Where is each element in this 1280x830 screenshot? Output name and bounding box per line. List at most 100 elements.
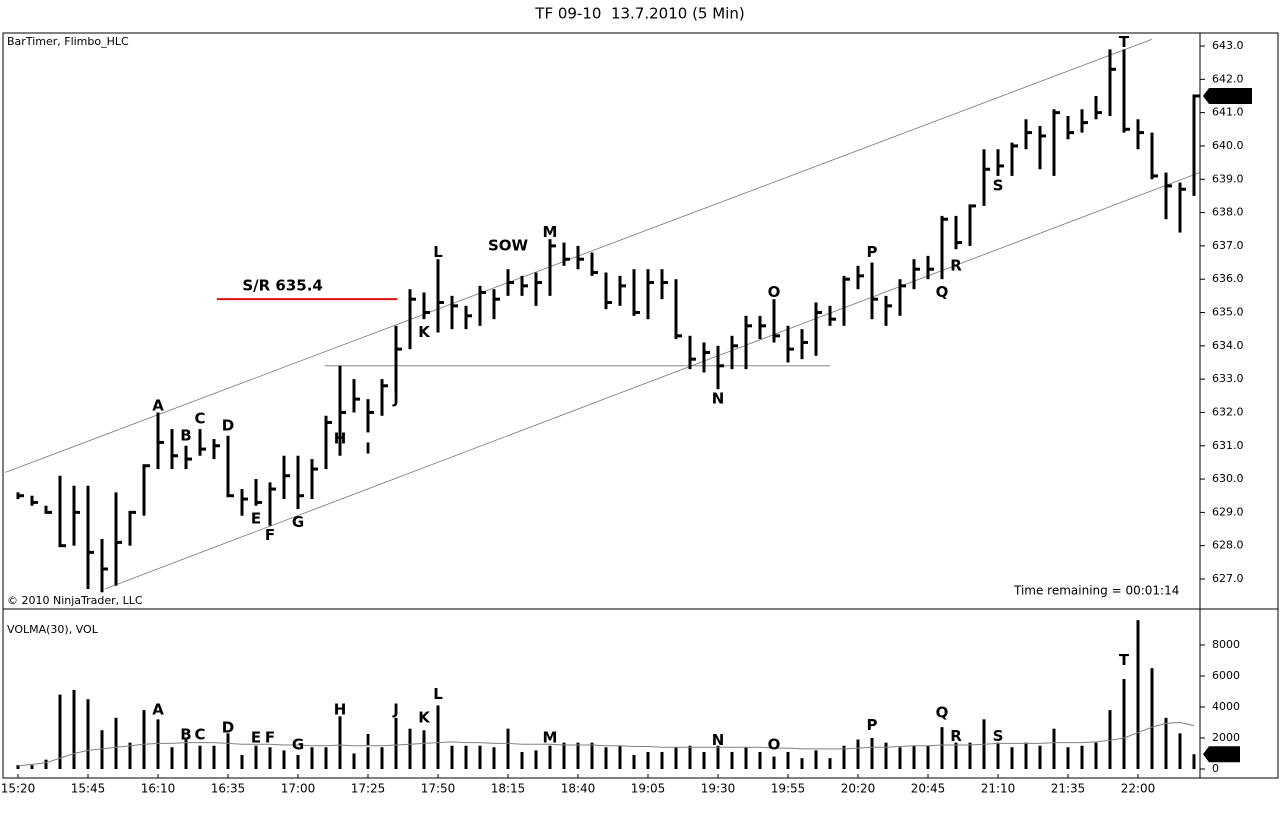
volume-bar: [660, 751, 664, 769]
volume-bar: [58, 694, 62, 769]
volume-bar: [1122, 679, 1126, 769]
last-volume-tag: [1203, 746, 1240, 763]
x-tick-label: 20:20: [841, 782, 876, 796]
volume-bar: [72, 689, 76, 769]
y-tick-label: 627.0: [1212, 572, 1244, 585]
volume-bar: [702, 751, 706, 769]
volume-bar: [310, 747, 314, 769]
x-tick-label: 20:45: [911, 782, 946, 796]
annotation: S: [993, 727, 1004, 745]
volume-bar: [856, 739, 860, 769]
y-tick-label: 643.0: [1212, 39, 1244, 52]
annotation: T: [1119, 651, 1130, 669]
volume-bar: [688, 745, 692, 769]
volume-bar: [282, 750, 286, 769]
x-tick-label: 22:00: [1121, 782, 1156, 796]
annotation: G: [292, 735, 304, 753]
moving-average: [17, 721, 1195, 767]
volume-bar: [716, 745, 720, 769]
volume-bar: [800, 758, 804, 769]
volume-bar: [324, 747, 328, 769]
x-tick-label: 19:30: [701, 782, 736, 796]
drawn-line: [104, 172, 1200, 590]
volume-bar: [240, 755, 244, 769]
x-tick-label: 17:50: [421, 782, 456, 796]
annotation: K: [418, 708, 431, 726]
last-price-label: 641.5: [1214, 89, 1246, 102]
annotation: P: [867, 243, 878, 261]
x-tick-label: 17:25: [351, 782, 386, 796]
annotation: P: [867, 716, 878, 734]
volume-bar: [422, 730, 426, 769]
volume-bar: [86, 699, 90, 769]
volume-bar: [1010, 747, 1014, 769]
annotation: D: [222, 416, 234, 434]
y-tick-label: 633.0: [1212, 372, 1244, 385]
volume-bar: [1052, 728, 1056, 769]
volume-bar: [226, 733, 230, 769]
annotation: S/R 635.4: [242, 276, 323, 294]
volume-bar: [520, 751, 524, 769]
volume-bar: [268, 747, 272, 769]
chart-title: TF 09-10 13.7.2010 (5 Min): [534, 5, 744, 23]
indicator-label: BarTimer, Flimbo_HLC: [7, 35, 129, 48]
y-tick-label: 2000: [1212, 731, 1240, 744]
volume-bar: [170, 747, 174, 769]
annotation: L: [433, 243, 443, 261]
volume-bar: [492, 747, 496, 769]
volume-bar: [212, 745, 216, 769]
x-tick-label: 21:10: [981, 782, 1016, 796]
volume-bar: [1080, 745, 1084, 769]
annotation: E: [251, 510, 261, 528]
volume-bar: [450, 745, 454, 769]
annotation: K: [418, 323, 431, 341]
volume-plot: AB C DE F G HI J KL M N O P QR S T: [16, 620, 1196, 769]
annotation: Q: [936, 704, 949, 722]
y-tick-label: 629.0: [1212, 505, 1244, 518]
annotation: N: [712, 731, 725, 749]
volume-bar: [44, 759, 48, 769]
volume-bar: [30, 765, 34, 769]
y-tick-label: 642.0: [1212, 72, 1244, 85]
volume-bar: [506, 728, 510, 769]
annotation: F: [265, 526, 275, 544]
volume-bar: [618, 745, 622, 769]
annotation: C: [194, 410, 205, 428]
volume-bar: [884, 742, 888, 769]
volume-bar: [870, 737, 874, 769]
volume-bar: [1164, 717, 1168, 769]
volume-bar: [254, 745, 258, 769]
volume-bar: [1094, 742, 1098, 769]
y-tick-label: 628.0: [1212, 539, 1244, 552]
frame: [2, 32, 1279, 779]
volume-bar: [16, 765, 20, 769]
volume-bar: [1192, 754, 1196, 769]
annotation: F: [265, 728, 275, 746]
time-remaining: Time remaining = 00:01:14: [1013, 584, 1179, 598]
volume-bar: [562, 742, 566, 769]
annotation: M: [543, 728, 558, 746]
volume-bar: [464, 745, 468, 769]
annotation: M: [543, 223, 558, 241]
y-tick-label: 8000: [1212, 638, 1240, 651]
volume-bar: [954, 742, 958, 769]
volume-bar: [730, 751, 734, 769]
volume-bar: [926, 745, 930, 769]
volume-bar: [408, 728, 412, 769]
volume-bar: [786, 751, 790, 769]
volume-bar: [1066, 747, 1070, 769]
x-tick-label: 16:35: [211, 782, 246, 796]
volume-bar: [758, 751, 762, 769]
volume-bar: [184, 739, 188, 769]
volume-bar: [394, 717, 398, 769]
annotation: R: [950, 256, 962, 274]
annotation: I: [365, 731, 371, 749]
copyright: © 2010 NinjaTrader, LLC: [7, 594, 143, 607]
annotation: J: [392, 701, 399, 719]
annotation: E: [251, 728, 261, 746]
annotation: C: [194, 725, 205, 743]
volume-bar: [604, 747, 608, 769]
volume-bar: [338, 716, 342, 769]
volume-bar: [436, 705, 440, 769]
